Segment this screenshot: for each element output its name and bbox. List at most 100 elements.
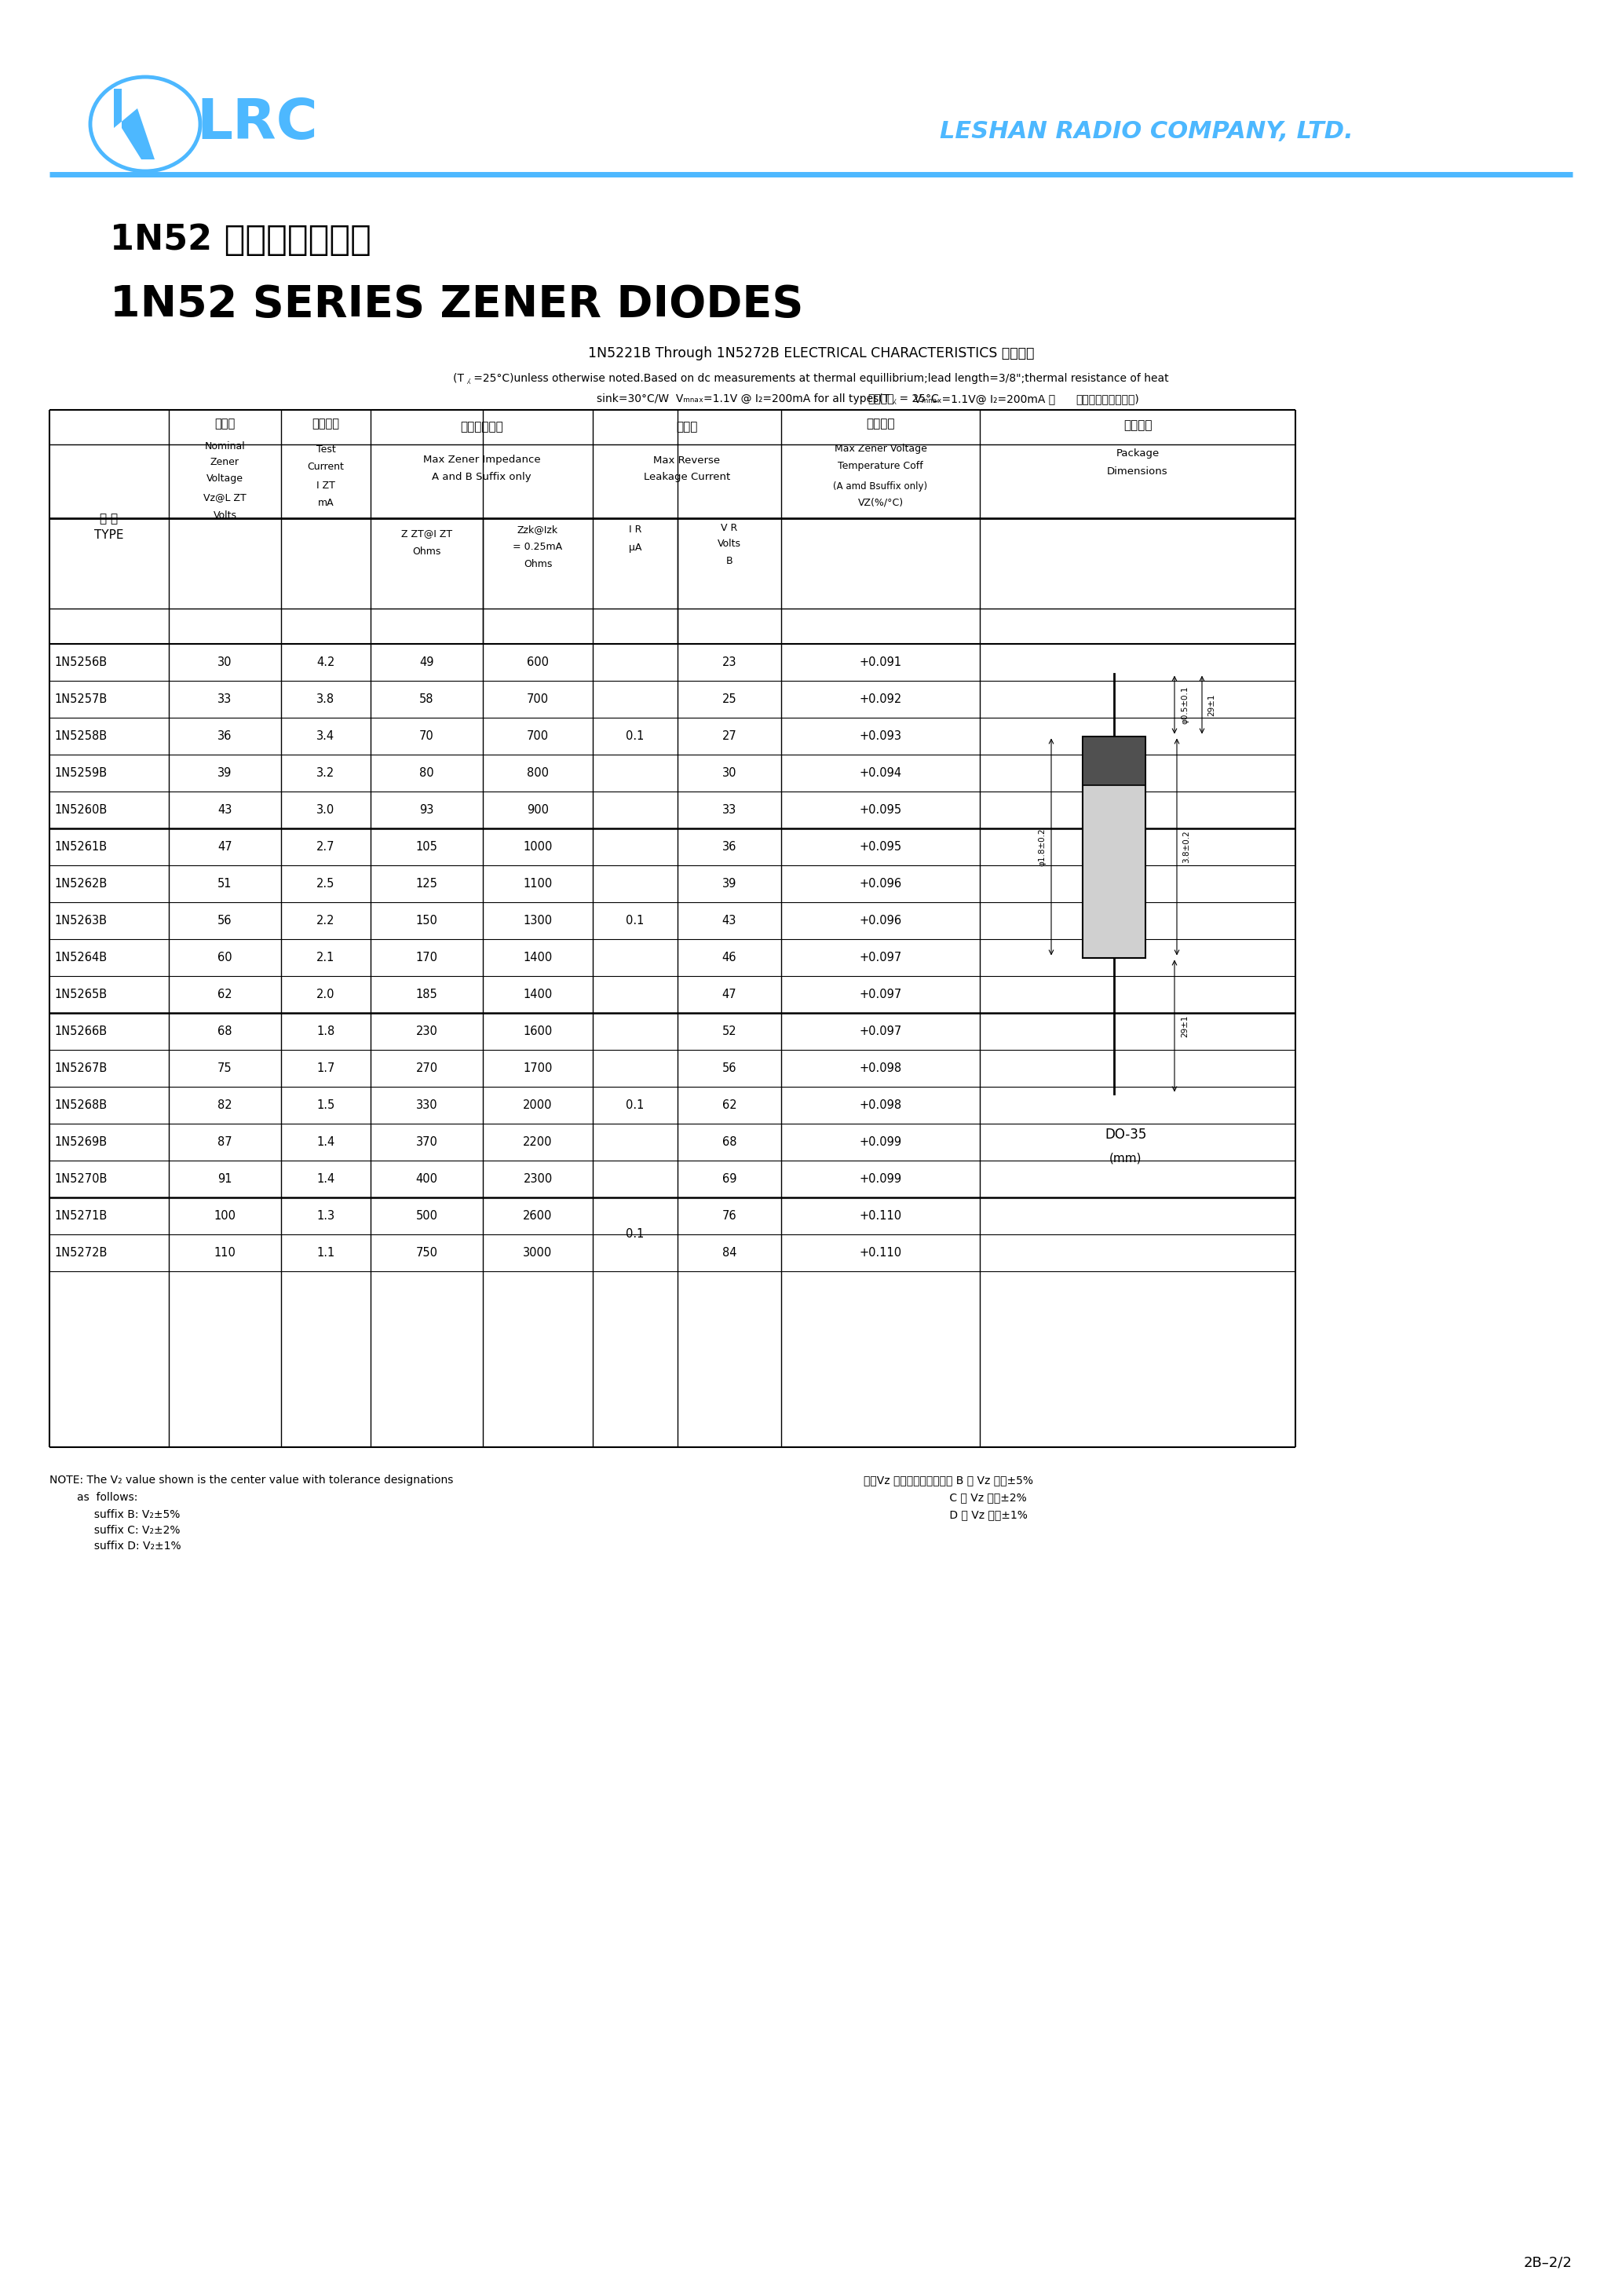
Text: +0.099: +0.099 — [860, 1173, 902, 1185]
Text: 1.5: 1.5 — [316, 1100, 334, 1111]
Text: 29±1: 29±1 — [1181, 1015, 1189, 1038]
Text: 100: 100 — [214, 1210, 235, 1221]
Text: 36: 36 — [217, 730, 232, 742]
Text: 51: 51 — [217, 877, 232, 889]
Text: 1N52 SERIES ZENER DIODES: 1N52 SERIES ZENER DIODES — [110, 282, 803, 326]
Text: suffix C: V₂±2%: suffix C: V₂±2% — [49, 1525, 180, 1536]
Text: 型 号
TYPE: 型 号 TYPE — [94, 512, 123, 542]
Text: +0.096: +0.096 — [860, 914, 902, 928]
Text: 30: 30 — [722, 767, 736, 778]
Text: 1.4: 1.4 — [316, 1137, 334, 1148]
Text: 0.1: 0.1 — [626, 730, 644, 742]
Text: (T ⁁ =25°C)unless otherwise noted.Based on dc measurements at thermal equillibri: (T ⁁ =25°C)unless otherwise noted.Based … — [453, 372, 1169, 383]
Text: 2.2: 2.2 — [316, 914, 336, 928]
Text: 84: 84 — [722, 1247, 736, 1258]
Text: 33: 33 — [217, 693, 232, 705]
Text: 2200: 2200 — [522, 1137, 553, 1148]
Text: VZ(%/°C): VZ(%/°C) — [858, 498, 903, 507]
Text: 52: 52 — [722, 1026, 736, 1038]
Text: 185: 185 — [415, 990, 438, 1001]
Text: 1N5260B: 1N5260B — [54, 804, 107, 815]
Text: 62: 62 — [722, 1100, 736, 1111]
Text: +0.097: +0.097 — [860, 1026, 902, 1038]
Text: Zener: Zener — [211, 457, 240, 468]
Text: I R: I R — [629, 526, 642, 535]
Text: 25: 25 — [722, 693, 736, 705]
Text: 91: 91 — [217, 1173, 232, 1185]
Text: 1.4: 1.4 — [316, 1173, 334, 1185]
Text: 2000: 2000 — [522, 1100, 553, 1111]
Text: 370: 370 — [415, 1137, 438, 1148]
Text: 105: 105 — [415, 840, 438, 852]
Text: 1100: 1100 — [524, 877, 553, 889]
Text: 3.8±0.2: 3.8±0.2 — [1182, 831, 1191, 863]
Text: (mm): (mm) — [1109, 1153, 1142, 1164]
Text: suffix B: V₂±5%: suffix B: V₂±5% — [49, 1508, 180, 1520]
Text: 1.8: 1.8 — [316, 1026, 334, 1038]
Text: 测试电流: 测试电流 — [311, 418, 339, 429]
Text: 23: 23 — [722, 657, 736, 668]
Text: suffix D: V₂±1%: suffix D: V₂±1% — [49, 1541, 182, 1552]
Text: 注：Vz 为稳压中心値，其中 B 档 Vz 容差±5%: 注：Vz 为稳压中心値，其中 B 档 Vz 容差±5% — [863, 1474, 1033, 1486]
Text: Voltage: Voltage — [206, 473, 243, 482]
Text: 1000: 1000 — [524, 840, 553, 852]
Text: Volts: Volts — [717, 540, 741, 549]
Text: +0.093: +0.093 — [860, 730, 902, 742]
Text: 2300: 2300 — [524, 1173, 553, 1185]
Text: +0.092: +0.092 — [860, 693, 902, 705]
Text: 0.1: 0.1 — [626, 1228, 644, 1240]
Text: 2600: 2600 — [524, 1210, 553, 1221]
Text: 1N5262B: 1N5262B — [54, 877, 107, 889]
Text: 外型尺寸: 外型尺寸 — [1124, 420, 1152, 432]
Text: Test: Test — [316, 443, 336, 455]
Text: V R: V R — [722, 523, 738, 533]
Text: Ohms: Ohms — [524, 560, 551, 569]
Text: 46: 46 — [722, 953, 736, 964]
Text: 3.4: 3.4 — [316, 730, 334, 742]
Text: 170: 170 — [415, 953, 438, 964]
Text: φ1.8±0.2: φ1.8±0.2 — [1038, 829, 1046, 866]
Text: 1400: 1400 — [524, 953, 553, 964]
Text: 0.1: 0.1 — [626, 914, 644, 928]
Text: LRC: LRC — [196, 96, 318, 152]
Text: 1N5259B: 1N5259B — [54, 767, 107, 778]
Text: 1N5268B: 1N5268B — [54, 1100, 107, 1111]
Text: 270: 270 — [415, 1063, 438, 1075]
Text: A and B Suffix only: A and B Suffix only — [431, 473, 532, 482]
Text: 49: 49 — [420, 657, 435, 668]
Text: 68: 68 — [722, 1137, 736, 1148]
Text: 1N52 系列稳压二极管: 1N52 系列稳压二极管 — [110, 223, 371, 257]
Text: 87: 87 — [217, 1137, 232, 1148]
Text: 47: 47 — [722, 990, 736, 1001]
Text: Max Reverse: Max Reverse — [654, 455, 720, 466]
Text: 2.5: 2.5 — [316, 877, 336, 889]
Text: 43: 43 — [217, 804, 232, 815]
Text: +0.091: +0.091 — [860, 657, 902, 668]
Text: 33: 33 — [722, 804, 736, 815]
Text: Current: Current — [308, 461, 344, 471]
Text: DO-35: DO-35 — [1105, 1127, 1147, 1141]
Text: 82: 82 — [217, 1100, 232, 1111]
Text: 700: 700 — [527, 730, 548, 742]
Text: 1N5269B: 1N5269B — [54, 1137, 107, 1148]
Text: 75: 75 — [217, 1063, 232, 1075]
Text: Ohms: Ohms — [412, 546, 441, 556]
Text: Max Zener Voltage: Max Zener Voltage — [834, 443, 926, 455]
Bar — [1082, 737, 1145, 957]
Text: 70: 70 — [420, 730, 435, 742]
Text: Package: Package — [1116, 448, 1160, 459]
Text: 其它特别说明除外。): 其它特别说明除外。) — [1075, 393, 1139, 404]
Text: +0.097: +0.097 — [860, 953, 902, 964]
Text: 500: 500 — [415, 1210, 438, 1221]
Bar — [1082, 737, 1145, 785]
Text: mA: mA — [318, 498, 334, 507]
Text: 1300: 1300 — [524, 914, 553, 928]
Text: 3000: 3000 — [524, 1247, 553, 1258]
Text: 1N5258B: 1N5258B — [54, 730, 107, 742]
Text: 0.1: 0.1 — [626, 1100, 644, 1111]
Text: 43: 43 — [722, 914, 736, 928]
Text: I ZT: I ZT — [316, 480, 336, 491]
Text: μA: μA — [629, 542, 642, 553]
Text: +0.096: +0.096 — [860, 877, 902, 889]
Text: 69: 69 — [722, 1173, 736, 1185]
